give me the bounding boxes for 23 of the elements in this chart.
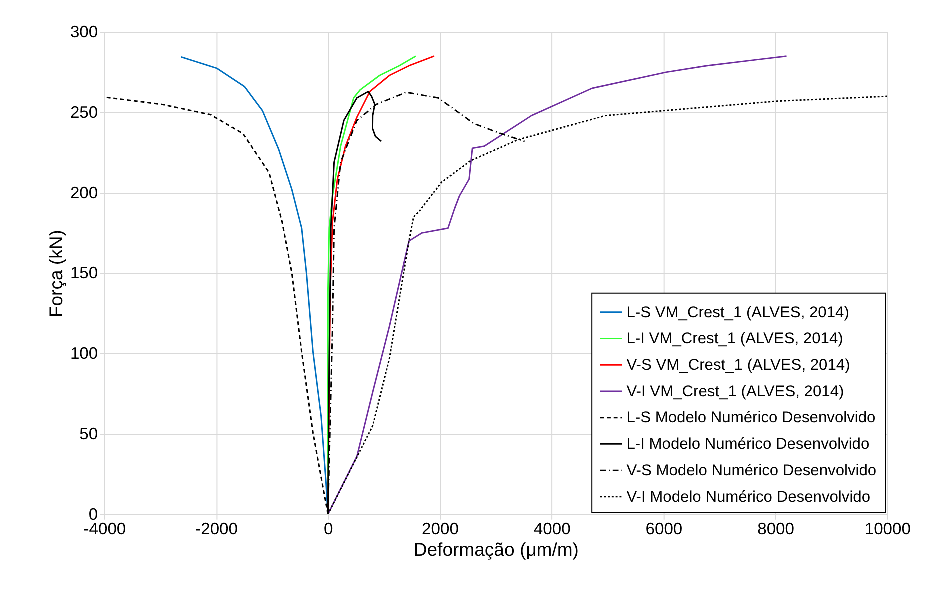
- legend-label: L-I Modelo Numérico Desenvolvido: [626, 436, 870, 454]
- x-tick-label: 6000: [646, 520, 683, 538]
- x-tick-label: 0: [324, 520, 334, 538]
- legend-label: L-S Modelo Numérico Desenvolvido: [626, 410, 876, 427]
- x-tick-label: -2000: [196, 520, 238, 538]
- legend-label: V-S Modelo Numérico Desenvolvido: [626, 462, 877, 480]
- legend-label: L-S VM_Crest_1 (ALVES, 2014): [626, 304, 850, 322]
- y-tick-label: 150: [70, 264, 98, 283]
- legend-label: V-I Modelo Numérico Desenvolvido: [626, 488, 871, 506]
- y-tick-label: 50: [80, 424, 98, 444]
- y-tick-label: 200: [70, 183, 98, 202]
- x-tick-label: 4000: [534, 520, 571, 538]
- legend-label: L-I VM_Crest_1 (ALVES, 2014): [626, 330, 844, 348]
- legend-label: V-S VM_Crest_1 (ALVES, 2014): [626, 357, 850, 374]
- y-tick-label: 300: [70, 22, 98, 42]
- y-axis-title: Força (kN): [46, 230, 67, 318]
- x-axis-title: Deformação (μm/m): [414, 538, 579, 560]
- legend-label: V-I VM_Crest_1 (ALVES, 2014): [626, 383, 844, 400]
- x-tick-label: 8000: [758, 520, 794, 538]
- x-tick-label: 10000: [864, 520, 911, 538]
- x-tick-label: 2000: [422, 520, 459, 538]
- y-tick-label: 250: [70, 102, 98, 122]
- y-tick-label: 100: [70, 344, 98, 364]
